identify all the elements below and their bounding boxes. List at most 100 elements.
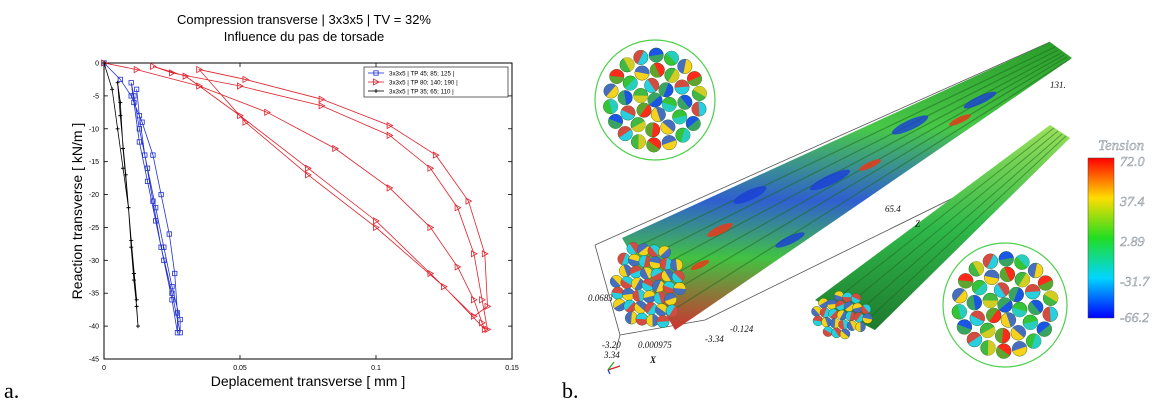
data-point xyxy=(169,69,176,77)
legend-marker xyxy=(374,89,378,93)
y-tick-label: -15 xyxy=(89,159,99,166)
cross-section-bottom xyxy=(942,242,1068,368)
axis-label-x-min: -3.20 xyxy=(602,340,621,350)
data-point xyxy=(465,197,473,205)
panel-label-a: a. xyxy=(4,378,20,403)
data-point xyxy=(237,111,244,120)
data-point xyxy=(177,330,183,336)
data-point xyxy=(123,172,128,177)
data-point xyxy=(158,244,164,250)
x-tick-label: 0.15 xyxy=(505,365,519,372)
data-point xyxy=(172,270,178,277)
data-point xyxy=(129,245,134,250)
data-point xyxy=(110,87,115,92)
data-point xyxy=(115,80,120,85)
data-point xyxy=(144,165,151,171)
data-point xyxy=(136,126,142,132)
x-axis-label: Deplacement transverse [ mm ] xyxy=(211,373,406,389)
y-tick-label: -5 xyxy=(93,93,99,100)
data-point xyxy=(117,76,123,83)
data-point xyxy=(174,330,181,336)
y-tick-label: -20 xyxy=(89,192,99,199)
series-3 xyxy=(102,61,140,329)
y-axis-label: Reaction transverse [ kN/m ] xyxy=(69,123,85,300)
chart-title: Compression transverse | 3x3x5 | TV = 32… xyxy=(177,12,431,27)
legend-label: 3x3x5 | TP 35; 65; 110 | xyxy=(389,89,454,96)
series-1 xyxy=(101,60,183,336)
data-point xyxy=(479,319,486,327)
data-point xyxy=(153,205,159,211)
data-point xyxy=(126,205,131,210)
data-point xyxy=(177,316,183,323)
data-point xyxy=(144,178,151,184)
y-tick-label: -10 xyxy=(89,126,99,133)
colorbar-tick-5: -66.2 xyxy=(1120,311,1149,326)
y-tick-label: -45 xyxy=(89,357,99,364)
data-point xyxy=(484,302,492,311)
legend-item: 3x3x5 | TP 35; 65; 110 | xyxy=(368,89,454,96)
data-point xyxy=(121,146,126,151)
data-point xyxy=(454,204,462,212)
data-point xyxy=(264,108,272,117)
x-tick-label: 0.05 xyxy=(233,365,247,372)
data-point xyxy=(169,290,175,296)
data-point xyxy=(332,144,340,153)
legend-marker xyxy=(373,78,380,86)
data-point xyxy=(237,82,244,90)
data-point xyxy=(142,152,148,158)
data-point xyxy=(373,223,380,232)
data-point xyxy=(115,126,120,131)
axis-label-y-min: -3.34 xyxy=(705,334,724,344)
data-point xyxy=(118,100,123,105)
panel-label-b: b. xyxy=(562,378,579,403)
axis-label-z-mid: 65.4 xyxy=(885,204,901,214)
data-point xyxy=(305,171,312,179)
data-point xyxy=(134,297,139,302)
data-point xyxy=(386,121,394,130)
data-point xyxy=(128,80,134,86)
series-line xyxy=(103,62,181,333)
data-point xyxy=(454,263,462,271)
axis-label-x-max: 3.34 xyxy=(603,350,620,360)
tension-3d-view: 131. 65.4 Z 0.0683 -3.20 3.34 X 0.000975… xyxy=(588,39,1150,375)
axis-label-x: X xyxy=(649,355,657,365)
colorbar: Tension 72.0 37.4 2.89 -31.7 -66.2 xyxy=(1087,138,1150,326)
data-point xyxy=(471,312,478,320)
data-point xyxy=(318,95,326,103)
data-point xyxy=(134,304,139,309)
colorbar-title: Tension xyxy=(1098,138,1144,154)
data-point xyxy=(131,278,136,283)
data-point xyxy=(196,82,204,90)
data-point xyxy=(102,61,106,65)
data-point xyxy=(427,223,435,232)
colorbar-scale xyxy=(1087,157,1115,319)
data-point xyxy=(133,65,141,74)
axis-label-y-max: 0.0683 xyxy=(588,293,613,303)
x-tick-label: 0.1 xyxy=(371,365,381,372)
data-point xyxy=(161,257,167,263)
legend-marker xyxy=(373,70,379,76)
data-point xyxy=(386,131,394,140)
data-point xyxy=(318,102,326,110)
series-2 xyxy=(101,59,492,334)
data-point xyxy=(150,198,156,204)
data-point xyxy=(131,99,137,106)
data-point xyxy=(139,119,145,125)
rope-small xyxy=(811,125,1070,340)
series-group xyxy=(101,59,492,336)
axis-label-z: Z xyxy=(915,219,921,229)
data-point xyxy=(136,139,142,145)
data-point xyxy=(131,271,136,276)
data-point xyxy=(484,325,492,334)
y-tick-label: -40 xyxy=(89,324,99,331)
data-point xyxy=(134,86,140,92)
colorbar-tick-4: -31.7 xyxy=(1120,275,1150,290)
data-point xyxy=(242,75,250,84)
series-line xyxy=(103,62,488,330)
data-point xyxy=(136,113,142,119)
plot-area xyxy=(103,62,513,360)
data-point xyxy=(471,296,478,304)
legend-item: 3x3x5 | TP 45; 85; 125 | xyxy=(368,70,455,78)
data-point xyxy=(305,164,312,172)
data-point xyxy=(481,250,489,258)
